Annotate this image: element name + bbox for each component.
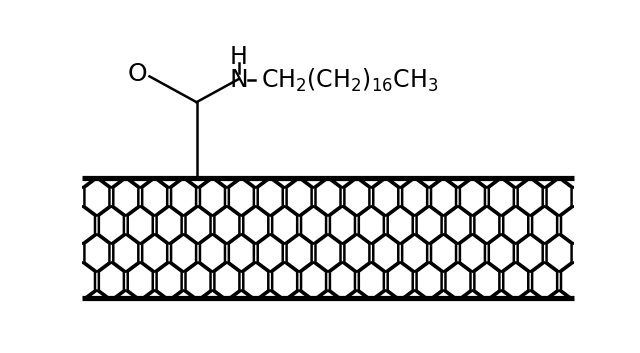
Text: H: H bbox=[230, 45, 248, 69]
Text: CH$_2$(CH$_2$)$_{16}$CH$_3$: CH$_2$(CH$_2$)$_{16}$CH$_3$ bbox=[260, 67, 438, 94]
Text: N: N bbox=[229, 68, 248, 92]
Text: O: O bbox=[127, 62, 147, 86]
Bar bbox=[83, 178, 573, 298]
